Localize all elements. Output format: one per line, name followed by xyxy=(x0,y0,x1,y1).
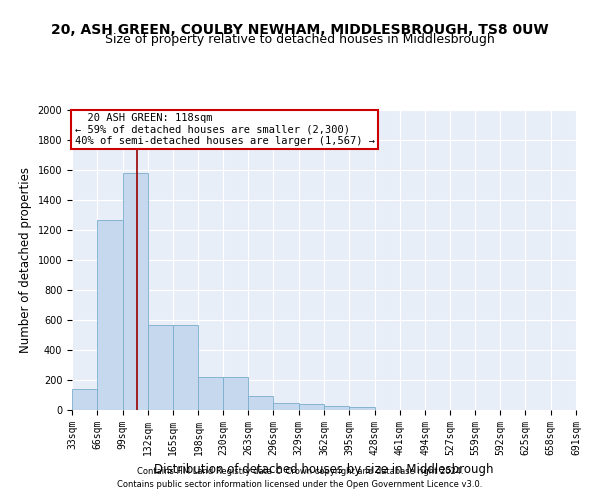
Text: Contains HM Land Registry data © Crown copyright and database right 2024.: Contains HM Land Registry data © Crown c… xyxy=(137,467,463,476)
Y-axis label: Number of detached properties: Number of detached properties xyxy=(19,167,32,353)
Bar xyxy=(274,402,299,410)
Bar xyxy=(349,407,374,410)
Text: Size of property relative to detached houses in Middlesbrough: Size of property relative to detached ho… xyxy=(105,32,495,46)
Bar xyxy=(199,377,223,410)
Text: 20, ASH GREEN, COULBY NEWHAM, MIDDLESBROUGH, TS8 0UW: 20, ASH GREEN, COULBY NEWHAM, MIDDLESBRO… xyxy=(51,22,549,36)
Bar xyxy=(72,389,97,410)
Bar xyxy=(97,220,122,410)
Text: Contains public sector information licensed under the Open Government Licence v3: Contains public sector information licen… xyxy=(118,480,482,489)
Bar xyxy=(148,324,173,410)
Bar xyxy=(324,406,349,410)
Bar xyxy=(248,396,274,410)
Bar xyxy=(173,324,199,410)
Bar xyxy=(299,404,324,410)
Bar xyxy=(223,377,248,410)
Text: 20 ASH GREEN: 118sqm  
← 59% of detached houses are smaller (2,300)
40% of semi-: 20 ASH GREEN: 118sqm ← 59% of detached h… xyxy=(74,113,374,146)
X-axis label: Distribution of detached houses by size in Middlesbrough: Distribution of detached houses by size … xyxy=(154,464,494,476)
Bar xyxy=(122,173,148,410)
